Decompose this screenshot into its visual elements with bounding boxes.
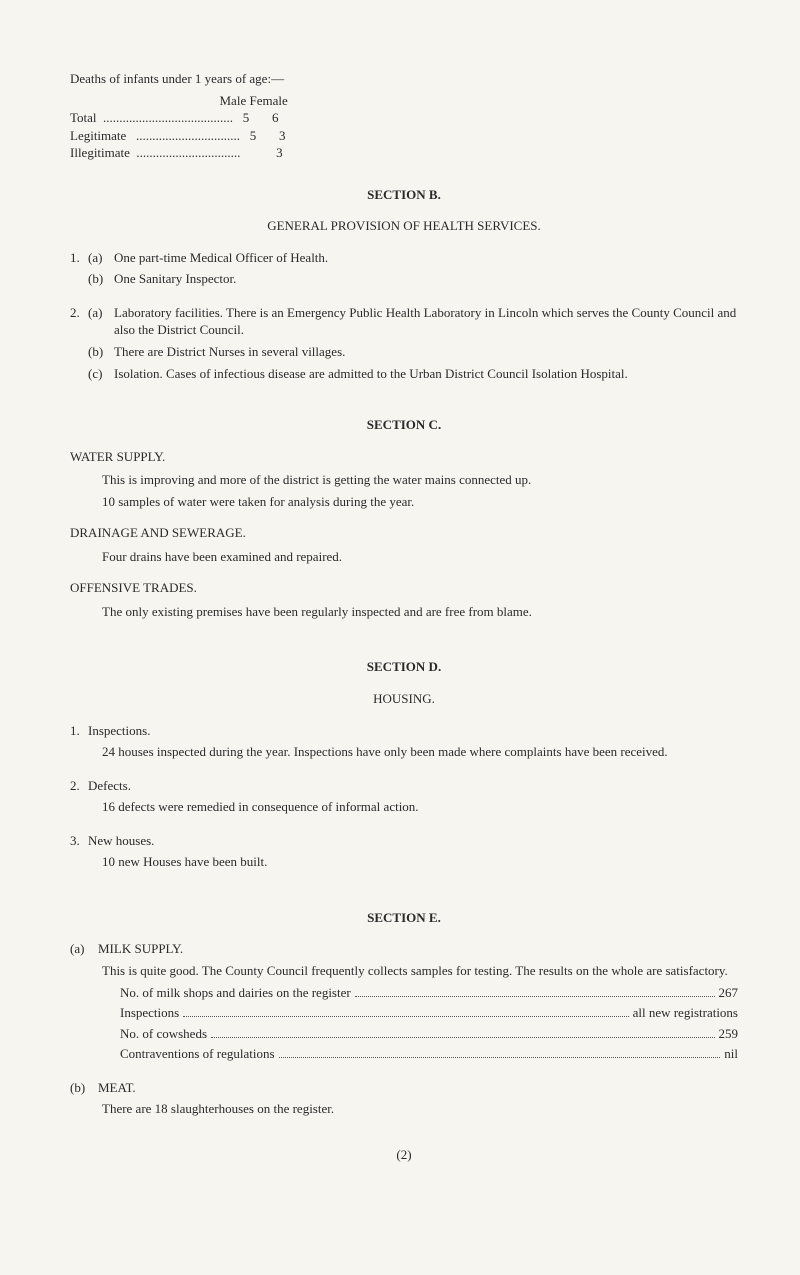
item-num: 1. [70, 722, 88, 740]
dotted-leader [279, 1047, 721, 1058]
dotted-leader [355, 985, 715, 996]
spacer [70, 624, 738, 640]
item-sub: (b) [88, 270, 114, 288]
spacer [70, 1067, 738, 1075]
d-item-2-body: 16 defects were remedied in consequence … [102, 798, 738, 816]
row-label: No. of milk shops and dairies on the reg… [120, 984, 351, 1002]
milk-heading: MILK SUPPLY. [98, 940, 738, 958]
d-item-3-body: 10 new Houses have been built. [102, 853, 738, 871]
meat-heading: MEAT. [98, 1079, 738, 1097]
spacer [70, 820, 738, 828]
row-value: nil [724, 1045, 738, 1063]
item-1b: (b) One Sanitary Inspector. [70, 270, 738, 288]
row-label: Inspections [120, 1004, 179, 1022]
section-e-title: SECTION E. [70, 909, 738, 927]
milk-row-shops: No. of milk shops and dairies on the reg… [120, 984, 738, 1002]
deaths-stats: Male Female Total ......................… [70, 92, 738, 162]
item-sub: (a) [88, 249, 114, 267]
section-d-title: SECTION D. [70, 658, 738, 676]
drainage-heading: DRAINAGE AND SEWERAGE. [70, 524, 738, 542]
milk-intro: This is quite good. The County Council f… [102, 962, 738, 980]
milk-row-cowsheds: No. of cowsheds 259 [120, 1025, 738, 1043]
item-num [70, 270, 88, 288]
meat-p1: There are 18 slaughterhouses on the regi… [102, 1100, 738, 1118]
row-value: 259 [719, 1025, 739, 1043]
item-body: One Sanitary Inspector. [114, 270, 738, 288]
deaths-lead: Deaths of infants under 1 years of age:— [70, 70, 738, 88]
item-1a: 1. (a) One part-time Medical Officer of … [70, 249, 738, 267]
item-sub: (b) [70, 1079, 98, 1097]
item-heading: New houses. [88, 832, 738, 850]
item-body: There are District Nurses in several vil… [114, 343, 738, 361]
d-item-2: 2. Defects. [70, 777, 738, 795]
item-sub: (c) [88, 365, 114, 383]
section-b-subhead: GENERAL PROVISION OF HEALTH SERVICES. [70, 217, 738, 235]
offensive-p1: The only existing premises have been reg… [102, 603, 738, 621]
dotted-leader [183, 1006, 628, 1017]
item-num: 3. [70, 832, 88, 850]
item-body: Laboratory facilities. There is an Emerg… [114, 304, 738, 339]
item-heading: Inspections. [88, 722, 738, 740]
item-2a: 2. (a) Laboratory facilities. There is a… [70, 304, 738, 339]
row-label: Contraventions of regulations [120, 1045, 275, 1063]
e-milk-head: (a) MILK SUPPLY. [70, 940, 738, 958]
milk-row-inspections: Inspections all new registrations [120, 1004, 738, 1022]
spacer [70, 382, 738, 398]
e-meat-head: (b) MEAT. [70, 1079, 738, 1097]
water-p2: 10 samples of water were taken for analy… [102, 493, 738, 511]
drainage-p1: Four drains have been examined and repai… [102, 548, 738, 566]
item-num: 1. [70, 249, 88, 267]
water-p1: This is improving and more of the distri… [102, 471, 738, 489]
document-page: Deaths of infants under 1 years of age:—… [0, 0, 800, 1203]
row-value: 267 [719, 984, 739, 1002]
item-2c: (c) Isolation. Cases of infectious disea… [88, 365, 738, 383]
section-c-title: SECTION C. [70, 416, 738, 434]
row-value: all new registrations [633, 1004, 738, 1022]
spacer [70, 292, 738, 300]
item-2b: (b) There are District Nurses in several… [88, 343, 738, 361]
stats-row-legitimate: Legitimate .............................… [70, 127, 738, 145]
d-item-3: 3. New houses. [70, 832, 738, 850]
item-num: 2. [70, 777, 88, 795]
offensive-heading: OFFENSIVE TRADES. [70, 579, 738, 597]
water-heading: WATER SUPPLY. [70, 448, 738, 466]
section-d-subhead: HOUSING. [70, 690, 738, 708]
page-number: (2) [70, 1146, 738, 1164]
item-sub: (a) [88, 304, 114, 339]
section-b-title: SECTION B. [70, 186, 738, 204]
item-sub: (a) [70, 940, 98, 958]
item-num: 2. [70, 304, 88, 339]
milk-row-contraventions: Contraventions of regulations nil [120, 1045, 738, 1063]
d-item-1: 1. Inspections. [70, 722, 738, 740]
stats-header: Male Female [70, 92, 738, 110]
item-body: Isolation. Cases of infectious disease a… [114, 365, 738, 383]
item-sub: (b) [88, 343, 114, 361]
row-label: No. of cowsheds [120, 1025, 207, 1043]
item-heading: Defects. [88, 777, 738, 795]
stats-row-total: Total ..................................… [70, 109, 738, 127]
item-body: One part-time Medical Officer of Health. [114, 249, 738, 267]
dotted-leader [211, 1026, 714, 1037]
spacer [70, 875, 738, 891]
stats-row-illegitimate: Illegitimate ...........................… [70, 144, 738, 162]
spacer [70, 765, 738, 773]
milk-rows: No. of milk shops and dairies on the reg… [120, 984, 738, 1063]
d-item-1-body: 24 houses inspected during the year. Ins… [102, 743, 738, 761]
